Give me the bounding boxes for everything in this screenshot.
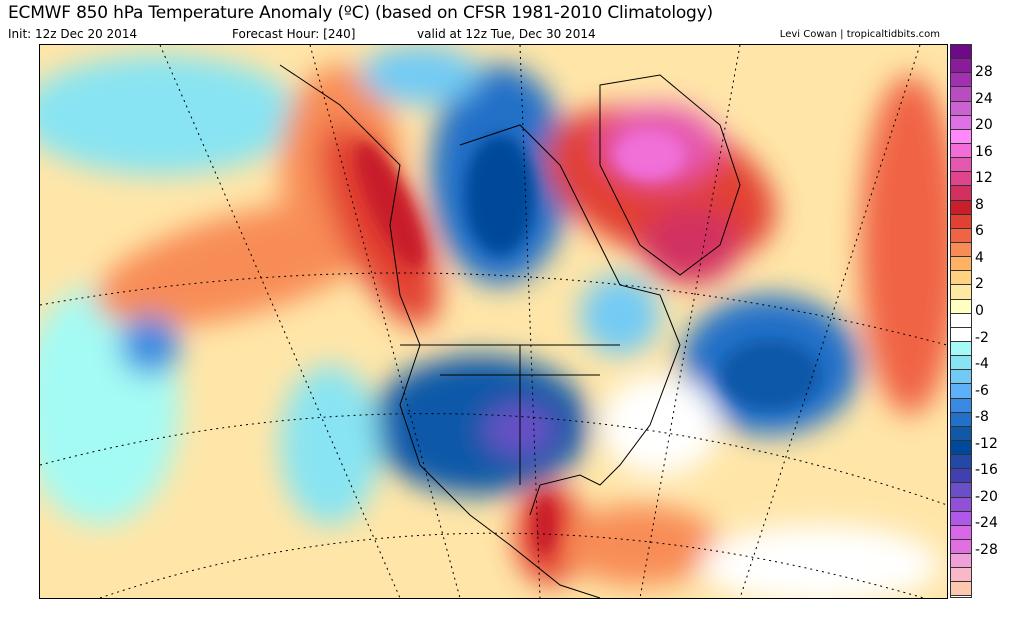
colorbar-bin xyxy=(951,539,971,555)
colorbar-bin xyxy=(951,455,971,470)
colorbar-bin xyxy=(951,73,971,88)
colorbar-bin xyxy=(951,483,971,498)
colorbar-bin xyxy=(951,186,971,201)
colorbar-bin xyxy=(951,568,971,583)
colorbar-bin xyxy=(951,172,971,187)
colorbar-bin xyxy=(951,299,971,314)
colorbar-bin xyxy=(951,341,971,357)
colorbar-bin xyxy=(951,554,971,569)
colorbar-label: -28 xyxy=(975,542,998,558)
colorbar-label: -2 xyxy=(975,329,989,346)
coastlines xyxy=(279,64,741,598)
colorbar-bin xyxy=(951,582,971,597)
colorbar-bin xyxy=(951,228,971,243)
colorbar-bin xyxy=(951,257,971,272)
lat-lon-grid xyxy=(40,45,947,598)
colorbar-label: -24 xyxy=(975,515,998,532)
colorbar-bin xyxy=(951,356,971,371)
colorbar-bin xyxy=(951,87,971,102)
colorbar-label: -4 xyxy=(975,356,989,373)
credit: Levi Cowan | tropicaltidbits.com xyxy=(779,29,940,40)
colorbar-label: -12 xyxy=(975,435,998,452)
init-time: Init: 12z Dec 20 2014 xyxy=(8,27,138,41)
colorbar-bin xyxy=(951,525,971,540)
colorbar-bin xyxy=(951,101,971,116)
colorbar-bin xyxy=(951,200,971,215)
colorbar-bin xyxy=(951,115,971,130)
colorbar-bin xyxy=(951,370,971,385)
colorbar-label: -6 xyxy=(975,382,989,399)
anomaly-map xyxy=(39,44,948,599)
valid-time: valid at 12z Tue, Dec 30 2014 xyxy=(417,27,596,41)
colorbar-label: -20 xyxy=(975,488,998,505)
colorbar-bin xyxy=(951,469,971,484)
colorbar-label: -8 xyxy=(975,409,989,426)
anomaly-field xyxy=(40,45,947,598)
colorbar-label: 8 xyxy=(975,196,984,213)
colorbar-label: 28 xyxy=(975,64,993,80)
colorbar-bin xyxy=(951,214,971,229)
colorbar-bin xyxy=(951,285,971,300)
colorbar-bin xyxy=(951,313,971,328)
colorbar-label: 4 xyxy=(975,249,984,266)
colorbar-bin xyxy=(951,158,971,173)
colorbar-bin xyxy=(951,129,971,144)
colorbar-bin xyxy=(951,45,971,60)
colorbar-bin xyxy=(951,143,971,159)
colorbar-bin xyxy=(951,426,971,441)
colorbar-bin xyxy=(951,497,971,512)
colorbar-bin xyxy=(951,242,971,258)
colorbar-bin xyxy=(951,327,971,342)
colorbar xyxy=(950,44,972,598)
map-title: ECMWF 850 hPa Temperature Anomaly (ºC) (… xyxy=(8,3,713,23)
colorbar-label: 2 xyxy=(975,276,984,293)
colorbar-label: 20 xyxy=(975,117,993,134)
colorbar-bin xyxy=(951,384,971,399)
colorbar-label: -16 xyxy=(975,462,998,479)
colorbar-bin xyxy=(951,440,971,456)
colorbar-bin xyxy=(951,271,971,286)
colorbar-bin xyxy=(951,398,971,413)
colorbar-bin xyxy=(951,511,971,526)
colorbar-bin xyxy=(951,59,971,74)
forecast-hour: Forecast Hour: [240] xyxy=(232,27,356,41)
colorbar-label: 6 xyxy=(975,223,984,240)
colorbar-label: 24 xyxy=(975,90,993,107)
colorbar-bin xyxy=(951,412,971,427)
colorbar-label: 12 xyxy=(975,170,993,187)
colorbar-label: 16 xyxy=(975,143,993,160)
colorbar-label: 0 xyxy=(975,303,984,319)
